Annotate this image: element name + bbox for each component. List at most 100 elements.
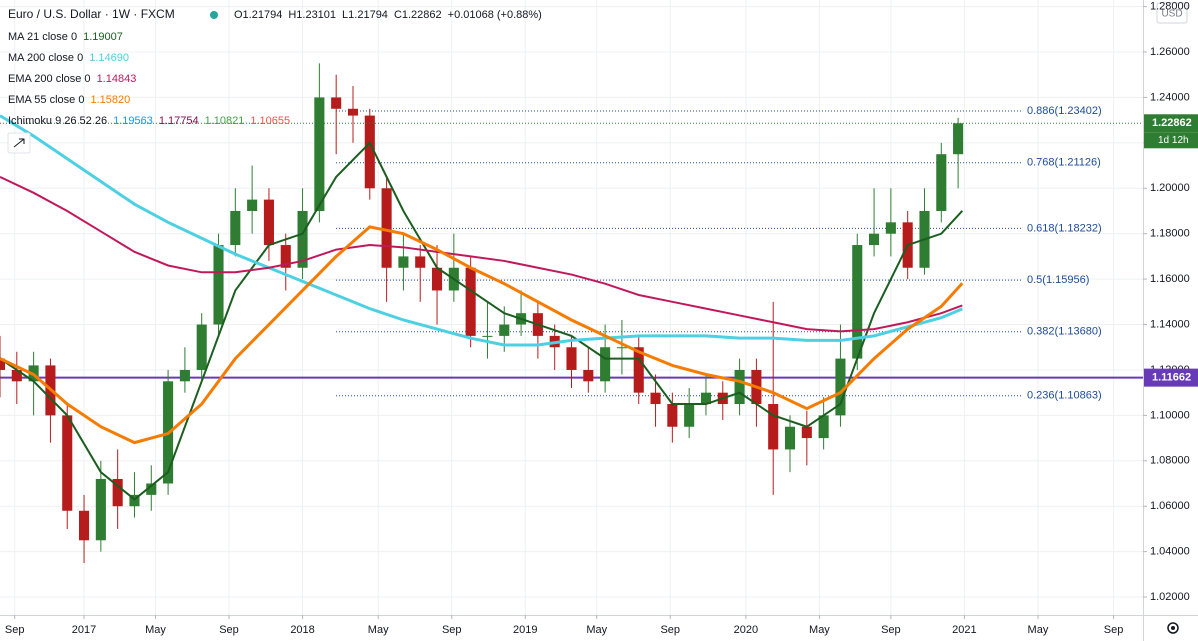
candle-body <box>398 256 409 268</box>
candle-body <box>331 97 342 109</box>
y-tick-label: 1.10000 <box>1150 409 1190 421</box>
indicator-name: MA 200 close 0 <box>8 52 83 64</box>
y-tick-label: 1.20000 <box>1150 182 1190 194</box>
fib-level-label: 0.768(1.21126) <box>1027 157 1101 169</box>
ohlc-value: O1.21794 <box>234 9 282 21</box>
candle-body <box>885 222 896 234</box>
ohlc-value: H1.23101 <box>288 9 336 21</box>
y-tick-label: 1.06000 <box>1150 500 1190 512</box>
candle-body <box>818 415 829 439</box>
candle-body <box>196 324 207 370</box>
candle-body <box>230 210 241 246</box>
indicator-line <box>0 141 964 501</box>
indicator-line <box>0 225 964 445</box>
candle-body <box>95 478 106 541</box>
fib-level-label: 0.886(1.23402) <box>1027 105 1102 117</box>
candle-body <box>381 188 392 268</box>
y-tick-label: 1.16000 <box>1150 273 1190 285</box>
candle-body <box>616 347 627 349</box>
collapse-icon <box>13 138 25 148</box>
candle-body <box>297 210 308 268</box>
y-tick-label: 1.04000 <box>1150 546 1190 558</box>
candle-body <box>667 404 678 427</box>
indicator-value: 1.15820 <box>90 94 130 106</box>
level-tag <box>1144 368 1198 387</box>
candle-body <box>146 483 157 495</box>
fib-level-label: 0.382(1.13680) <box>1027 326 1102 338</box>
x-tick-label: 2019 <box>513 624 537 636</box>
indicator-name: MA 21 close 0 <box>8 31 77 43</box>
settings-gear[interactable] <box>1167 622 1179 634</box>
candle-body <box>0 358 6 370</box>
x-tick-label: Sep <box>1104 624 1124 636</box>
y-tick-label: 1.14000 <box>1150 318 1190 330</box>
fib-level-label: 0.236(1.10863) <box>1027 390 1102 402</box>
indicator-value: 1.14843 <box>97 73 137 85</box>
candle-body <box>431 267 443 291</box>
gear-icon <box>1167 622 1179 634</box>
candle-body <box>633 347 644 393</box>
candle-body <box>280 245 291 268</box>
candle-body <box>852 245 863 359</box>
x-tick-label: Sep <box>881 624 901 636</box>
indicator-value: 1.19007 <box>83 31 123 43</box>
market-status <box>210 11 218 19</box>
level-label: 1.11662 <box>1152 372 1191 384</box>
y-tick-label: 1.26000 <box>1150 46 1190 58</box>
y-tick-label: 1.08000 <box>1150 455 1190 467</box>
plot-area: 0.886(1.23402) 0.768(1.21126) 0.618(1.1823… <box>0 0 1143 615</box>
candle-body <box>11 369 22 382</box>
x-tick-label: 2020 <box>734 624 758 636</box>
candle-body <box>482 335 493 337</box>
indicator-name: EMA 55 close 0 <box>8 94 84 106</box>
x-tick-label: Sep <box>442 624 462 636</box>
x-tick-label: 2017 <box>72 624 96 636</box>
indicator-name: Ichimoku 9 26 52 26 <box>8 115 107 127</box>
indicator-value: 1.10655 <box>250 115 290 127</box>
countdown-tag <box>1144 132 1198 149</box>
currency-box[interactable] <box>1156 2 1188 24</box>
x-tick-label: May <box>809 624 830 636</box>
indicator-line <box>0 176 963 333</box>
last-price-label: 1.22862 <box>1152 117 1192 129</box>
y-tick-label: 1.02000 <box>1150 591 1190 603</box>
candle-body <box>566 347 577 370</box>
candle-body <box>600 347 611 382</box>
candle-body <box>700 392 712 405</box>
ohlc-value: C1.22862 <box>394 9 442 21</box>
candle-body <box>179 369 190 382</box>
candle-body <box>801 426 812 439</box>
indicator-value: 1.10821 <box>205 115 245 127</box>
candle-body <box>835 358 846 416</box>
candle-body <box>79 510 90 541</box>
y-tick-label: 1.28000 <box>1150 0 1190 12</box>
ohlc-value: L1.21794 <box>342 9 388 21</box>
x-tick-label: May <box>1028 624 1049 636</box>
x-tick-label: May <box>368 624 389 636</box>
candle-body <box>247 199 258 211</box>
fib-level-label: 0.5(1.15956) <box>1027 274 1089 286</box>
candle-body <box>734 369 745 405</box>
x-tick-label: Sep <box>5 624 25 636</box>
candle-body <box>583 369 594 382</box>
symbol-title: Euro / U.S. Dollar · 1W · FXCM <box>8 7 175 21</box>
candle-body <box>768 404 779 450</box>
candle-body <box>936 154 947 211</box>
countdown-label: 1d 12h <box>1158 135 1189 146</box>
candle-body <box>784 426 796 450</box>
legend: Euro / U.S. Dollar · 1W · FXCM O1.21794 H… <box>8 7 542 127</box>
indicator-value: 1.14690 <box>89 52 129 64</box>
candle-body <box>869 233 880 246</box>
x-tick-label: 2018 <box>290 624 314 636</box>
last-price-tag <box>1144 114 1198 133</box>
candle-body <box>347 108 359 116</box>
candle-body <box>263 199 274 246</box>
candle-body <box>112 478 123 507</box>
x-tick-label: May <box>586 624 607 636</box>
candle-body <box>213 245 224 325</box>
currency-label: USD <box>1161 9 1182 20</box>
y-tick-label: 1.18000 <box>1150 228 1190 240</box>
y-tick-label: 1.24000 <box>1150 91 1190 103</box>
